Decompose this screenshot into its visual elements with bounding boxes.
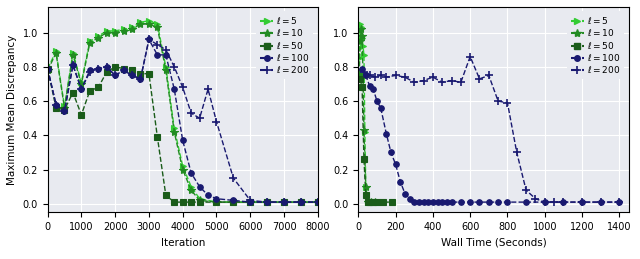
X-axis label: Wall Time (Seconds): Wall Time (Seconds) <box>440 238 547 248</box>
Legend: $\ell = 5$, $\ell = 10$, $\ell = 50$, $\ell = 100$, $\ell = 200$: $\ell = 5$, $\ell = 10$, $\ell = 50$, $\… <box>567 11 624 79</box>
Legend: $\ell = 5$, $\ell = 10$, $\ell = 50$, $\ell = 100$, $\ell = 200$: $\ell = 5$, $\ell = 10$, $\ell = 50$, $\… <box>257 11 314 79</box>
X-axis label: Iteration: Iteration <box>161 238 205 248</box>
Y-axis label: Maximum Mean Discrepancy: Maximum Mean Discrepancy <box>7 34 17 185</box>
